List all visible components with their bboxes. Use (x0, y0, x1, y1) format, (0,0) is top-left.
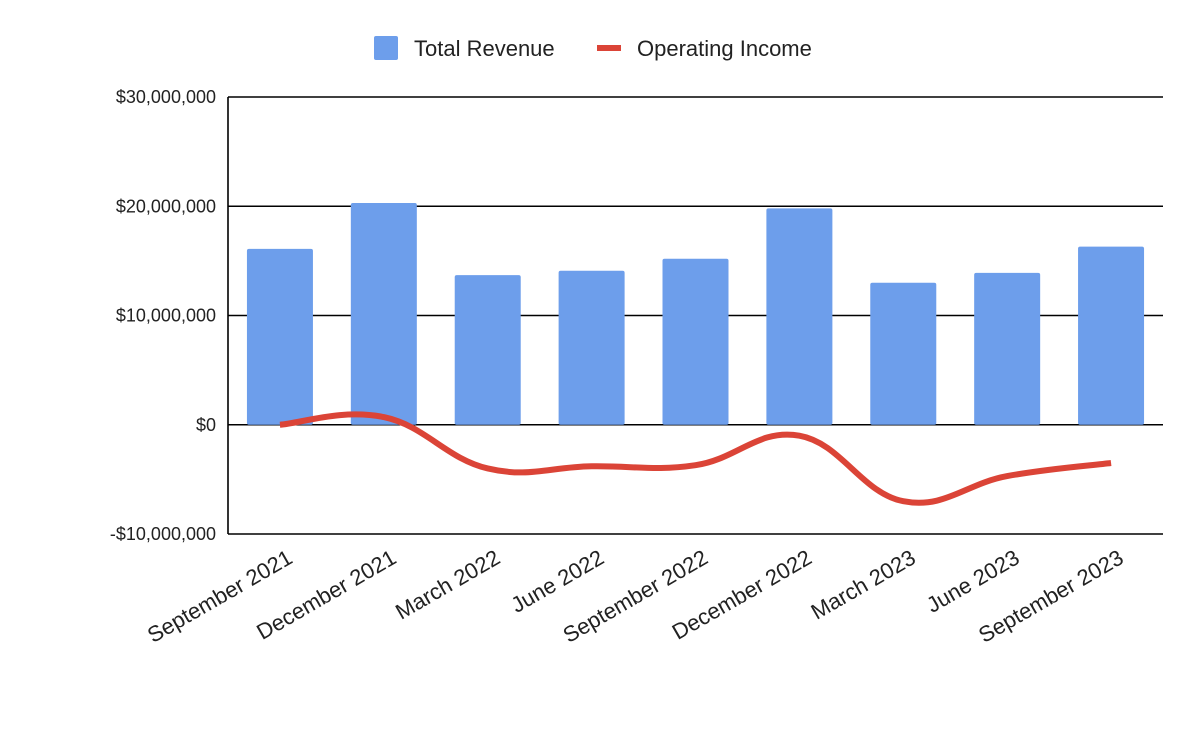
bar-december-2022 (766, 208, 832, 424)
y-tick-label: -$10,000,000 (110, 524, 216, 544)
x-tick-label: March 2023 (807, 545, 920, 625)
y-tick-label: $20,000,000 (116, 196, 216, 216)
x-tick-label: March 2022 (391, 545, 504, 625)
bar-september-2022 (663, 259, 729, 425)
bar-september-2021 (247, 249, 313, 425)
bar-september-2023 (1078, 247, 1144, 425)
bar-march-2023 (870, 283, 936, 425)
legend-label-operating-income: Operating Income (637, 36, 812, 61)
bar-series (247, 203, 1144, 425)
y-tick-label: $0 (196, 415, 216, 435)
bar-march-2022 (455, 275, 521, 425)
legend-label-total-revenue: Total Revenue (414, 36, 555, 61)
bar-december-2021 (351, 203, 417, 425)
y-axis: -$10,000,000 $0 $10,000,000 $20,000,000 $30,… (110, 87, 228, 544)
y-tick-label: $10,000,000 (116, 306, 216, 326)
legend: Total Revenue Operating Income (374, 36, 812, 61)
bar-june-2022 (559, 271, 625, 425)
bar-june-2023 (974, 273, 1040, 425)
line-series (280, 414, 1111, 502)
legend-swatch-total-revenue (374, 36, 398, 60)
y-tick-label: $30,000,000 (116, 87, 216, 107)
line-operating-income (280, 414, 1111, 502)
